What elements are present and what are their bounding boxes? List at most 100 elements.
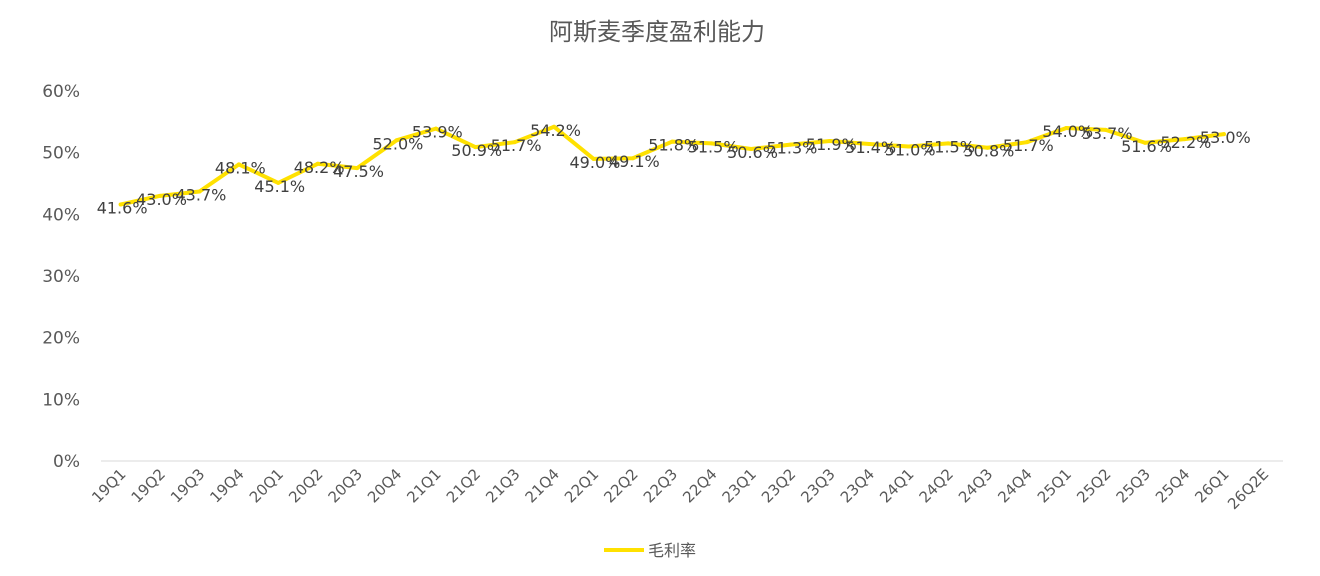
data-point [985, 145, 990, 150]
data-label: 51.6% [1121, 137, 1172, 156]
data-point [473, 145, 478, 150]
data-point [591, 156, 596, 161]
data-point [827, 138, 832, 143]
data-label: 41.6% [97, 198, 148, 217]
data-label: 49.0% [570, 153, 621, 172]
data-point [158, 193, 163, 198]
data-label: 51.7% [491, 136, 542, 155]
x-tick-label: 22Q1 [561, 465, 602, 506]
data-label: 51.3% [767, 139, 818, 158]
data-label: 54.0% [1042, 122, 1093, 141]
data-point [1143, 140, 1148, 145]
data-label: 52.0% [373, 134, 424, 153]
data-point [1221, 132, 1226, 137]
data-point [1064, 126, 1069, 130]
x-tick-label: 19Q2 [128, 465, 169, 506]
data-label: 54.2% [530, 121, 581, 140]
data-point [1182, 137, 1187, 142]
data-point [433, 126, 438, 131]
data-point [236, 162, 241, 167]
x-tick-label: 25Q2 [1073, 465, 1114, 506]
data-label: 53.9% [412, 123, 463, 142]
x-axis: 19Q119Q219Q319Q420Q120Q220Q320Q421Q121Q2… [88, 465, 1272, 513]
data-point [1024, 140, 1029, 145]
legend-label: 毛利率 [648, 541, 696, 560]
x-tick-label: 25Q3 [1113, 465, 1154, 506]
data-point [1103, 127, 1108, 132]
data-label: 43.0% [136, 190, 187, 209]
data-point [315, 161, 320, 166]
y-tick-label: 0% [53, 452, 80, 472]
data-point [749, 146, 754, 151]
data-label: 51.5% [688, 137, 739, 156]
x-tick-label: 21Q3 [482, 465, 523, 506]
x-tick-label: 26Q2E [1224, 465, 1272, 513]
x-tick-label: 23Q2 [758, 465, 799, 506]
data-label: 43.7% [176, 186, 227, 205]
legend: 毛利率 [604, 541, 696, 560]
data-label: 51.5% [924, 137, 975, 156]
x-tick-label: 19Q4 [206, 465, 247, 506]
x-tick-label: 21Q4 [522, 465, 563, 506]
data-label: 51.7% [1003, 136, 1054, 155]
x-tick-label: 19Q1 [88, 465, 129, 506]
data-label: 51.9% [806, 135, 857, 154]
data-point [670, 139, 675, 144]
data-label: 53.0% [1200, 128, 1251, 147]
x-tick-label: 21Q2 [443, 465, 484, 506]
x-tick-label: 19Q3 [167, 465, 208, 506]
data-point [946, 141, 951, 146]
x-tick-label: 25Q1 [1034, 465, 1075, 506]
x-tick-label: 20Q3 [325, 465, 366, 506]
data-point [867, 142, 872, 147]
x-tick-label: 21Q1 [403, 465, 444, 506]
x-tick-label: 24Q1 [876, 465, 917, 506]
data-point [118, 202, 123, 207]
y-tick-label: 30% [42, 267, 80, 287]
y-tick-label: 50% [42, 144, 80, 164]
data-point [630, 156, 635, 161]
x-tick-label: 20Q1 [246, 465, 287, 506]
x-tick-label: 24Q2 [916, 465, 957, 506]
y-tick-label: 60% [42, 82, 80, 102]
x-tick-label: 24Q3 [955, 465, 996, 506]
x-tick-label: 20Q4 [364, 465, 405, 506]
data-label: 50.8% [964, 142, 1015, 161]
data-labels: 41.6%43.0%43.7% 48.1%45.1%48.2%47.5% 52.0%… [97, 121, 1251, 218]
data-label: 51.8% [648, 136, 699, 155]
y-tick-label: 20% [42, 329, 80, 349]
x-tick-label: 22Q2 [600, 465, 641, 506]
data-point [276, 180, 281, 185]
data-label: 48.2% [294, 158, 345, 177]
data-label: 45.1% [254, 177, 305, 196]
y-axis: 0% 10% 20% 30% 40% 50% 60% [42, 82, 80, 472]
data-point [709, 141, 714, 146]
y-tick-label: 10% [42, 390, 80, 410]
x-tick-label: 23Q4 [837, 465, 878, 506]
data-point [552, 124, 557, 129]
data-label: 50.9% [451, 141, 502, 160]
x-tick-label: 23Q1 [719, 465, 760, 506]
data-point [906, 144, 911, 149]
data-label: 51.4% [845, 138, 896, 157]
data-label: 48.1% [215, 158, 266, 177]
chart-title: 阿斯麦季度盈利能力 [549, 18, 765, 46]
x-tick-label: 23Q3 [797, 465, 838, 506]
series-group [118, 124, 1226, 207]
x-tick-label: 24Q4 [994, 465, 1035, 506]
data-label: 50.6% [727, 143, 778, 162]
x-tick-label: 22Q3 [640, 465, 681, 506]
data-label: 47.5% [333, 162, 384, 181]
data-point [788, 142, 793, 147]
data-label: 52.2% [1161, 133, 1212, 152]
data-label: 51.0% [885, 141, 936, 160]
data-point [512, 140, 517, 145]
data-point [355, 166, 360, 171]
data-point [394, 138, 399, 143]
x-tick-label: 22Q4 [679, 465, 720, 506]
x-tick-label: 25Q4 [1152, 465, 1193, 506]
x-tick-label: 20Q2 [285, 465, 326, 506]
data-label: 53.7% [1082, 124, 1133, 143]
data-point [197, 189, 202, 194]
